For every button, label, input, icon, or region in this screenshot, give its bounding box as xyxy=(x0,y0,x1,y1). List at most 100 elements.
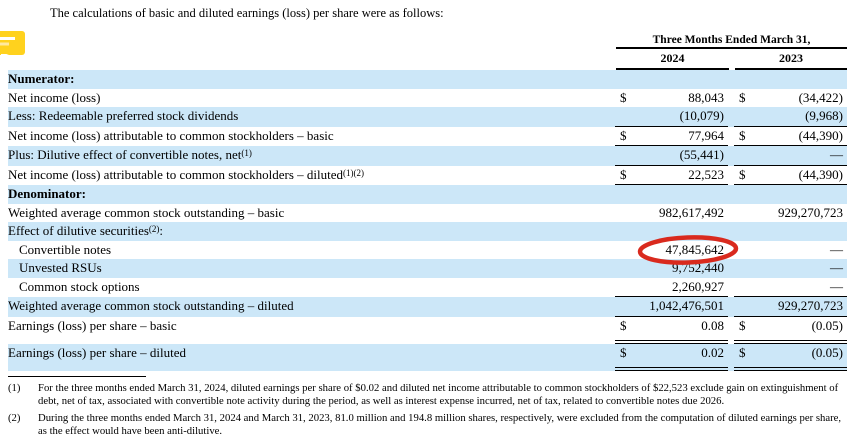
table-row: Net income (loss) attributable to common… xyxy=(8,166,847,186)
row-label-superscript: (2) xyxy=(148,224,160,234)
row-label-superscript: (1)(2) xyxy=(343,167,365,178)
value-cell-2024: 982,617,492 xyxy=(615,204,728,223)
value-cell-2023: — xyxy=(734,241,847,260)
table-row: Less: Redeemable preferred stock dividen… xyxy=(8,107,847,127)
row-label-cell: Weighted average common stock outstandin… xyxy=(8,297,615,317)
footnote-marker: (2) xyxy=(8,412,21,425)
value-cell-2024: $ 77,964 xyxy=(615,127,728,146)
value-cell-2023: $ (44,390) xyxy=(734,166,847,185)
row-label-cell: Weighted average common stock outstandin… xyxy=(8,204,615,223)
column-header-2023: 2023 xyxy=(735,50,847,70)
value-cell-2024: 47,845,642 xyxy=(615,234,739,265)
row-label-cell: Effect of dilutive securities(2): xyxy=(8,222,615,241)
table-row: Weighted average common stock outstandin… xyxy=(8,204,847,223)
footnote-text: For the three months ended March 31, 202… xyxy=(38,382,839,408)
value-2023: 929,270,723 xyxy=(778,298,843,313)
value-2024: 22,523 xyxy=(688,166,724,182)
table-row: Effect of dilutive securities(2): xyxy=(8,222,847,241)
dollar-sign: $ xyxy=(739,127,746,143)
value-cell-2023: $ (44,390) xyxy=(734,127,847,146)
value-cell-2023 xyxy=(734,70,847,89)
row-label-cell: Plus: Dilutive effect of convertible not… xyxy=(8,146,615,166)
value-2023: — xyxy=(830,147,843,162)
value-cell-2023 xyxy=(734,185,847,204)
value-2023: (34,422) xyxy=(798,89,843,105)
eps-table: Three Months Ended March 31, 2024 2023 N… xyxy=(8,34,847,371)
dollar-sign: $ xyxy=(620,317,627,333)
row-label-cell: Net income (loss) attributable to common… xyxy=(8,127,615,147)
value-2024: 9,752,440 xyxy=(672,260,724,275)
row-label-cell: Net income (loss) xyxy=(8,89,615,108)
row-label-cell: Common stock options xyxy=(8,278,615,298)
value-cell-2024: 1,042,476,501 xyxy=(615,297,728,317)
table-row: Plus: Dilutive effect of convertible not… xyxy=(8,146,847,166)
footnote-divider xyxy=(8,376,146,377)
row-label-cell: Numerator: xyxy=(8,70,615,89)
footnote-marker: (1) xyxy=(8,382,21,394)
value-cell-2024: $ 88,043 xyxy=(615,89,728,108)
value-cell-2024 xyxy=(615,222,728,241)
table-row: Unvested RSUs 9,752,440 — xyxy=(8,259,847,278)
footnote-1: (1) For the three months ended March 31,… xyxy=(8,382,843,408)
value-cell-2024: (55,441) xyxy=(615,146,728,166)
column-header-2024: 2024 xyxy=(616,50,729,70)
dollar-sign: $ xyxy=(739,166,746,182)
row-label: Effect of dilutive securities xyxy=(8,223,149,238)
intro-text: The calculations of basic and diluted ea… xyxy=(50,6,444,20)
row-label-cell: Unvested RSUs xyxy=(8,259,615,278)
row-label-cell: Denominator: xyxy=(8,185,615,204)
value-2024: 88,043 xyxy=(688,89,724,105)
footnotes-section: (1) For the three months ended March 31,… xyxy=(8,376,843,442)
row-label: Unvested RSUs xyxy=(19,260,102,275)
table-row: Net income (loss) $ 88,043 $ (34,422) xyxy=(8,89,847,108)
comment-annotation-icon[interactable] xyxy=(0,31,25,57)
table-row: Denominator: xyxy=(8,185,847,204)
row-label: Common stock options xyxy=(19,278,140,294)
value-cell-2023: 929,270,723 xyxy=(734,297,847,317)
value-2023: (9,968) xyxy=(805,108,843,123)
row-label-cell: Earnings (loss) per share – basic xyxy=(8,317,615,344)
dollar-sign: $ xyxy=(620,344,627,360)
row-label: Convertible notes xyxy=(19,241,112,257)
value-cell-2023: (9,968) xyxy=(734,107,847,127)
dollar-sign: $ xyxy=(739,344,746,360)
period-header: Three Months Ended March 31, xyxy=(616,34,847,49)
table-row: Earnings (loss) per share – basic $ 0.08… xyxy=(8,317,847,344)
footnote-2: (2) During the three months ended March … xyxy=(8,412,843,438)
dollar-sign: $ xyxy=(739,89,746,105)
dollar-sign: $ xyxy=(739,317,746,333)
value-2024: 1,042,476,501 xyxy=(649,298,724,313)
row-label-cell: Less: Redeemable preferred stock dividen… xyxy=(8,107,615,127)
row-label-suffix: : xyxy=(159,223,164,238)
value-2024: 982,617,492 xyxy=(659,204,724,220)
table-row: Convertible notes 47,845,642 — xyxy=(8,234,847,265)
value-2023: (44,390) xyxy=(798,127,843,143)
row-label-superscript: (1) xyxy=(241,148,252,158)
value-2023: (44,390) xyxy=(798,166,843,182)
row-label: Less: Redeemable preferred stock dividen… xyxy=(8,108,239,123)
value-2023: 929,270,723 xyxy=(778,204,843,220)
row-label: Plus: Dilutive effect of convertible not… xyxy=(8,147,242,162)
table-body: Numerator: Net income (loss) $ 88,043 $ … xyxy=(8,70,847,371)
value-cell-2023: — xyxy=(734,278,847,297)
table-row: Net income (loss) attributable to common… xyxy=(8,127,847,147)
value-cell-2023: $ (0.05) xyxy=(734,344,847,371)
table-row: Numerator: xyxy=(8,70,847,89)
row-label: Net income (loss) attributable to common… xyxy=(8,166,344,182)
row-label: Numerator: xyxy=(8,71,75,86)
dollar-sign: $ xyxy=(620,89,627,105)
row-label: Weighted average common stock outstandin… xyxy=(8,298,294,313)
table-header-period-row: Three Months Ended March 31, xyxy=(8,34,847,49)
value-2024: 77,964 xyxy=(688,127,724,143)
value-cell-2024: $ 0.08 xyxy=(615,317,728,344)
row-label: Net income (loss) xyxy=(8,89,101,105)
dollar-sign: $ xyxy=(620,127,627,143)
value-cell-2023 xyxy=(734,222,847,241)
row-label-cell: Net income (loss) attributable to common… xyxy=(8,166,615,186)
value-2023: (0.05) xyxy=(811,317,843,333)
value-2024: (55,441) xyxy=(679,147,724,162)
value-2024: 47,845,642 xyxy=(665,241,725,257)
value-2023: (0.05) xyxy=(811,344,843,360)
row-label-cell: Convertible notes xyxy=(8,241,615,260)
value-cell-2024: $ 22,523 xyxy=(615,166,728,185)
